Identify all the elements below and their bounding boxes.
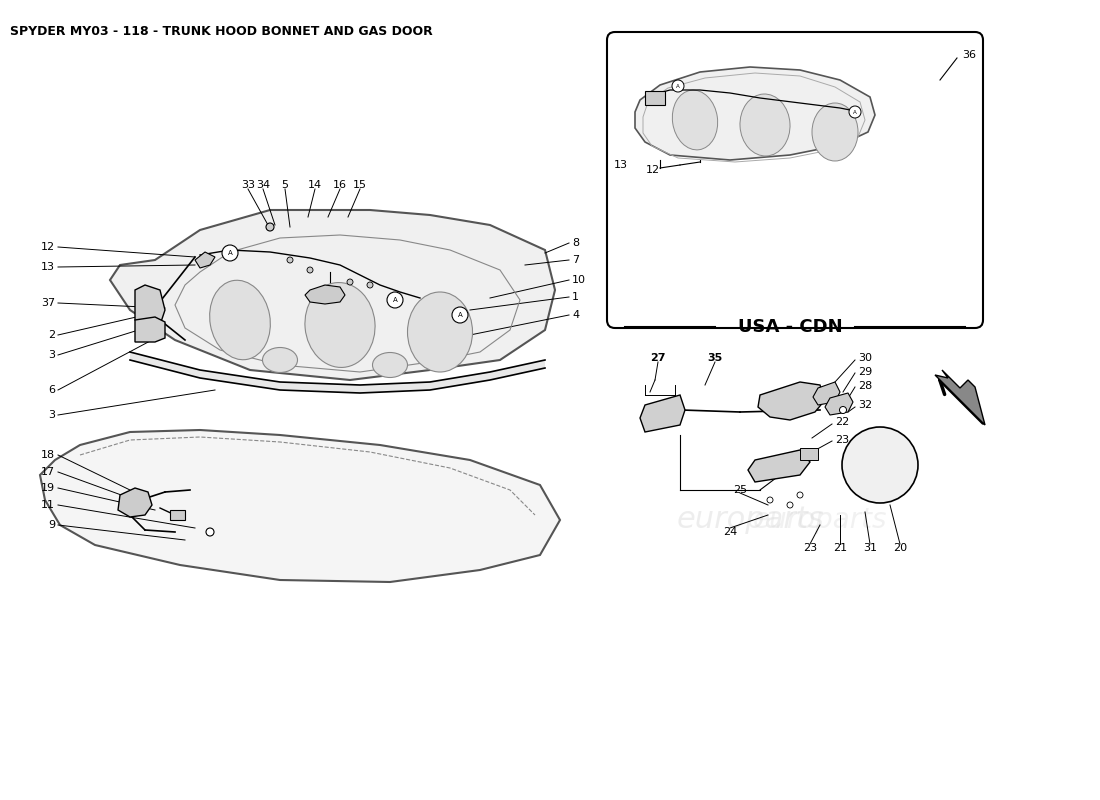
Polygon shape: [130, 352, 544, 393]
Text: 9: 9: [48, 520, 55, 530]
Ellipse shape: [812, 103, 858, 161]
Text: 32: 32: [858, 400, 872, 410]
Text: 34: 34: [256, 180, 271, 190]
Ellipse shape: [210, 280, 271, 360]
Polygon shape: [305, 285, 345, 304]
Text: 37: 37: [41, 298, 55, 308]
Text: A: A: [854, 110, 857, 114]
Polygon shape: [758, 382, 825, 420]
Text: 33: 33: [241, 180, 255, 190]
Circle shape: [452, 307, 468, 323]
Ellipse shape: [672, 90, 717, 150]
Text: 19: 19: [41, 483, 55, 493]
Text: 16: 16: [333, 180, 346, 190]
Circle shape: [287, 257, 293, 263]
Text: 27: 27: [650, 353, 666, 363]
Text: 13: 13: [614, 160, 628, 170]
Ellipse shape: [407, 292, 473, 372]
Polygon shape: [635, 67, 874, 160]
Text: 20: 20: [893, 543, 907, 553]
Bar: [645, 91, 665, 105]
Text: 24: 24: [723, 527, 737, 537]
Text: 8: 8: [572, 238, 579, 248]
Text: 28: 28: [858, 381, 872, 391]
Polygon shape: [40, 430, 560, 582]
Text: 4: 4: [572, 310, 579, 320]
Ellipse shape: [373, 353, 407, 378]
Ellipse shape: [263, 347, 297, 373]
Circle shape: [346, 279, 353, 285]
Circle shape: [849, 106, 861, 118]
Text: 7: 7: [572, 255, 579, 265]
Text: 21: 21: [833, 543, 847, 553]
Text: A: A: [228, 250, 232, 256]
Text: 13: 13: [41, 262, 55, 272]
Circle shape: [367, 282, 373, 288]
Ellipse shape: [305, 282, 375, 367]
Text: 26: 26: [760, 465, 774, 475]
Text: SPYDER MY03 - 118 - TRUNK HOOD BONNET AND GAS DOOR: SPYDER MY03 - 118 - TRUNK HOOD BONNET AN…: [10, 25, 432, 38]
Text: 29: 29: [858, 367, 872, 377]
Polygon shape: [825, 393, 852, 415]
Text: A: A: [676, 83, 680, 89]
Text: 14: 14: [308, 180, 322, 190]
Text: 12: 12: [646, 165, 660, 175]
Text: europarts: europarts: [752, 506, 888, 534]
Circle shape: [266, 223, 274, 231]
Polygon shape: [135, 285, 165, 330]
Text: 25: 25: [733, 485, 747, 495]
Text: USA - CDN: USA - CDN: [738, 318, 843, 336]
Circle shape: [672, 80, 684, 92]
Polygon shape: [640, 395, 685, 432]
Circle shape: [307, 267, 314, 273]
Polygon shape: [110, 210, 556, 380]
Circle shape: [222, 245, 238, 261]
Text: 23: 23: [835, 435, 849, 445]
Text: 23: 23: [803, 543, 817, 553]
Text: 22: 22: [835, 417, 849, 427]
Polygon shape: [935, 370, 984, 425]
Text: 2: 2: [48, 330, 55, 340]
Circle shape: [842, 427, 918, 503]
Polygon shape: [135, 317, 165, 342]
Bar: [170, 510, 185, 520]
Text: 35: 35: [707, 353, 723, 363]
Text: 18: 18: [41, 450, 55, 460]
Text: 6: 6: [48, 385, 55, 395]
Text: 3: 3: [48, 350, 55, 360]
Polygon shape: [813, 382, 840, 405]
Polygon shape: [195, 252, 214, 268]
Text: 11: 11: [41, 500, 55, 510]
Text: 12: 12: [41, 242, 55, 252]
Circle shape: [786, 502, 793, 508]
Text: 10: 10: [572, 275, 586, 285]
Text: 17: 17: [41, 467, 55, 477]
Ellipse shape: [740, 94, 790, 156]
Polygon shape: [118, 488, 152, 517]
Text: 36: 36: [962, 50, 976, 60]
Text: 30: 30: [858, 353, 872, 363]
Text: 1: 1: [572, 292, 579, 302]
FancyBboxPatch shape: [607, 32, 983, 328]
Bar: [800, 448, 818, 460]
Text: 5: 5: [282, 180, 288, 190]
Text: A: A: [393, 297, 397, 303]
Text: 31: 31: [864, 543, 877, 553]
Text: europarts: europarts: [76, 506, 224, 534]
Polygon shape: [748, 450, 810, 482]
Circle shape: [798, 492, 803, 498]
Text: 15: 15: [353, 180, 367, 190]
Text: 3: 3: [48, 410, 55, 420]
Circle shape: [206, 528, 214, 536]
Text: europarts: europarts: [676, 506, 824, 534]
Circle shape: [839, 406, 847, 414]
Circle shape: [767, 497, 773, 503]
Text: A: A: [458, 312, 462, 318]
Circle shape: [387, 292, 403, 308]
